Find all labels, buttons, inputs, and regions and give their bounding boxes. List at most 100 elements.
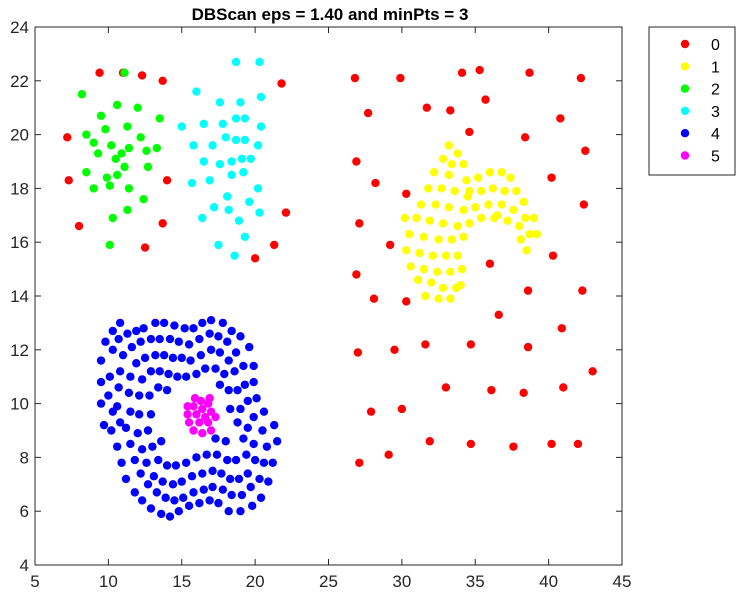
data-point-cluster-4 [215, 348, 225, 357]
data-point-cluster-0 [557, 324, 567, 333]
data-point-cluster-4 [130, 488, 139, 497]
data-point-cluster-4 [243, 396, 252, 406]
data-point-cluster-4 [249, 439, 258, 449]
data-point-cluster-4 [136, 337, 145, 346]
data-point-cluster-4 [143, 480, 153, 489]
data-point-cluster-4 [249, 377, 258, 387]
data-point-cluster-4 [121, 423, 131, 433]
data-point-cluster-1 [431, 200, 440, 209]
data-point-cluster-4 [212, 450, 222, 459]
data-point-cluster-4 [195, 334, 204, 344]
data-point-cluster-3 [218, 119, 228, 129]
data-point-cluster-3 [192, 87, 201, 96]
data-point-cluster-3 [231, 135, 241, 145]
x-tick-label: 15 [172, 572, 191, 591]
data-point-cluster-4 [272, 437, 282, 446]
data-point-cluster-4 [218, 318, 228, 328]
data-point-cluster-1 [438, 283, 448, 293]
data-point-cluster-0 [421, 340, 430, 349]
data-point-cluster-4 [171, 461, 181, 470]
data-point-cluster-3 [199, 119, 208, 129]
data-point-cluster-4 [206, 316, 216, 325]
data-point-cluster-4 [225, 474, 235, 484]
data-point-cluster-0 [95, 68, 104, 77]
data-point-cluster-0 [578, 286, 587, 295]
data-point-cluster-1 [413, 275, 423, 285]
data-point-cluster-0 [371, 178, 380, 188]
data-point-cluster-4 [246, 482, 255, 492]
legend: 0 1 2 3 4 5 [648, 26, 736, 176]
data-point-cluster-2 [112, 100, 122, 110]
data-point-cluster-0 [487, 385, 496, 395]
data-point-cluster-2 [111, 154, 120, 164]
x-tick-label: 30 [392, 572, 411, 591]
data-point-cluster-0 [520, 133, 530, 142]
data-point-cluster-1 [493, 211, 502, 220]
data-point-cluster-4 [225, 404, 235, 414]
data-point-cluster-1 [457, 264, 467, 274]
data-point-cluster-4 [224, 356, 233, 365]
data-point-cluster-2 [89, 138, 98, 147]
data-point-cluster-1 [529, 213, 539, 223]
legend-box [648, 26, 736, 176]
data-point-cluster-4 [217, 469, 226, 478]
data-point-cluster-4 [115, 418, 125, 427]
data-point-cluster-3 [253, 184, 263, 193]
data-point-cluster-4 [107, 426, 116, 435]
data-point-cluster-2 [139, 194, 148, 204]
data-point-cluster-0 [250, 254, 260, 263]
data-point-cluster-4 [236, 507, 245, 516]
data-point-cluster-4 [170, 496, 179, 505]
data-point-cluster-4 [134, 410, 144, 419]
data-point-cluster-1 [434, 294, 443, 303]
data-point-cluster-0 [465, 127, 474, 137]
data-point-cluster-1 [405, 229, 414, 239]
data-point-cluster-1 [516, 235, 525, 244]
legend-marker-0 [680, 39, 690, 49]
data-point-cluster-0 [481, 95, 490, 104]
data-point-cluster-4 [192, 453, 201, 462]
data-point-cluster-4 [262, 442, 272, 451]
data-point-cluster-1 [471, 203, 480, 212]
data-point-cluster-4 [231, 455, 241, 465]
data-point-cluster-4 [133, 428, 142, 438]
data-point-cluster-4 [164, 369, 173, 379]
data-point-cluster-1 [456, 281, 465, 290]
data-point-cluster-4 [140, 353, 150, 363]
data-point-cluster-1 [473, 173, 483, 182]
data-point-cluster-4 [258, 426, 267, 435]
data-point-cluster-4 [233, 418, 242, 427]
data-point-cluster-1 [402, 246, 411, 255]
legend-label-2: 2 [711, 82, 720, 99]
data-point-cluster-1 [459, 232, 468, 242]
data-point-cluster-4 [118, 350, 128, 360]
data-point-cluster-2 [133, 103, 142, 112]
data-point-cluster-4 [101, 337, 110, 346]
data-point-cluster-0 [466, 439, 476, 449]
data-point-cluster-4 [189, 488, 198, 497]
data-point-cluster-0 [352, 157, 361, 166]
data-point-cluster-5 [183, 410, 192, 419]
y-tick-label: 8 [20, 448, 29, 467]
data-point-cluster-4 [96, 399, 106, 408]
data-point-cluster-0 [559, 383, 568, 392]
data-point-cluster-0 [270, 240, 279, 250]
y-tick-label: 20 [10, 126, 29, 145]
data-point-cluster-0 [277, 79, 286, 88]
data-point-cluster-0 [457, 68, 467, 77]
data-point-cluster-4 [208, 466, 217, 476]
data-point-cluster-4 [170, 321, 179, 330]
data-point-cluster-4 [211, 364, 220, 373]
data-point-cluster-1 [400, 213, 410, 223]
data-point-cluster-0 [523, 286, 533, 295]
data-point-cluster-5 [190, 394, 200, 403]
data-point-cluster-1 [438, 154, 448, 164]
data-point-cluster-0 [353, 348, 363, 357]
data-point-cluster-4 [181, 372, 191, 381]
data-point-cluster-4 [148, 442, 157, 451]
data-point-cluster-4 [199, 485, 208, 494]
data-point-cluster-1 [434, 235, 443, 244]
data-point-cluster-3 [245, 197, 254, 207]
data-point-cluster-4 [180, 324, 189, 333]
data-point-cluster-3 [230, 251, 239, 260]
